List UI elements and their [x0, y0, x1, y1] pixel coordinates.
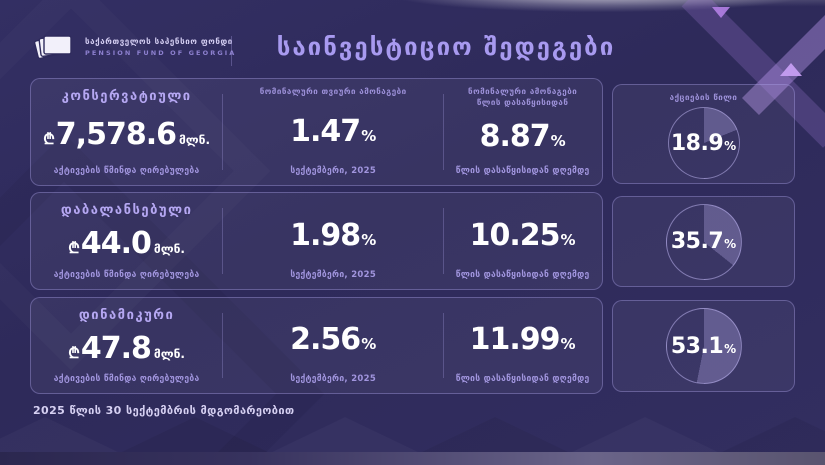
- ytd-return-value: 11.99%: [469, 322, 576, 357]
- logo-text: საქართველოს საპენსიო ფონდი PENSION FUND …: [85, 37, 236, 57]
- ytd-return-value: 8.87%: [479, 119, 566, 155]
- logo-name-english: PENSION FUND OF GEORGIA: [85, 49, 237, 57]
- portfolio-card-conservative: კონსერვატიული ₾ 7,578.6 მლნ. აქტივების წმი…: [30, 78, 603, 186]
- monthly-return-cell: 2.56% სექტემბერი, 2025: [223, 298, 443, 393]
- column-header-monthly: ნომინალური თვიური ამონაგები: [259, 87, 407, 96]
- monthly-return-cell: 1.98% სექტემბერი, 2025: [223, 193, 443, 289]
- triangle-down-decor: [712, 7, 730, 18]
- fund-name: კონსერვატიული: [61, 89, 192, 104]
- nav-caption: აქტივების წმინდა ღირებულება: [53, 166, 200, 176]
- equity-share-pie: 53.1%: [665, 308, 742, 384]
- zigzag-decor: [720, 417, 825, 453]
- page-title: საინვესტიციო შედეგები: [276, 33, 616, 61]
- monthly-return-value: 2.56%: [290, 322, 377, 357]
- column-divider: [222, 208, 224, 274]
- equity-share-value: 53.1%: [670, 333, 737, 359]
- equity-share-pie: 35.7%: [665, 203, 742, 280]
- monthly-return-caption: სექტემბერი, 2025: [290, 374, 377, 384]
- triangle-up-decor: [780, 63, 802, 76]
- lari-sign: ₾: [68, 343, 80, 362]
- nav-value: ₾ 44.0 მლნ.: [68, 226, 185, 261]
- column-divider: [443, 94, 445, 170]
- equity-share-value: 18.9%: [670, 130, 737, 156]
- zigzag-decor: [420, 417, 570, 453]
- column-divider: [443, 208, 445, 274]
- column-header-ytd: ნომინალური ამონაგები წლის დასაწყისიდან: [468, 87, 577, 109]
- logo-name-georgian: საქართველოს საპენსიო ფონდი: [85, 37, 233, 46]
- monthly-return-cell: ნომინალური თვიური ამონაგები 1.47% სექტემ…: [223, 79, 443, 185]
- column-divider: [222, 94, 224, 170]
- ytd-return-cell: 11.99% წლის დასაწყისიდან დღემდე: [444, 298, 601, 393]
- column-header-ytd-line2: წლის დასაწყისიდან: [476, 97, 569, 107]
- equity-share-card-conservative: აქციების წილი 18.9%: [612, 84, 795, 184]
- column-header-equity-share: აქციების წილი: [669, 93, 738, 102]
- ytd-return-caption: წლის დასაწყისიდან დღემდე: [455, 166, 590, 176]
- monthly-return-value: 1.98%: [290, 217, 377, 253]
- nav-value: ₾ 7,578.6 მლნ.: [43, 117, 211, 152]
- fanned-pages-logo-icon: [33, 34, 72, 60]
- pension-fund-logo: საქართველოს საპენსიო ფონდი PENSION FUND …: [32, 31, 236, 63]
- fund-name: დინამიკური: [78, 308, 175, 323]
- ytd-return-cell: 10.25% წლის დასაწყისიდან დღემდე: [444, 193, 601, 289]
- column-divider: [222, 313, 224, 378]
- equity-share-card-balanced: 35.7%: [612, 196, 795, 287]
- ytd-return-cell: ნომინალური ამონაგები წლის დასაწყისიდან 8…: [444, 79, 601, 185]
- lari-sign: ₾: [68, 239, 80, 257]
- monthly-return-value: 1.47%: [290, 113, 377, 149]
- lari-sign: ₾: [43, 130, 55, 148]
- portfolio-card-balanced: დაბალანსებული ₾ 44.0 მლნ. აქტივების წმინდა…: [30, 192, 603, 290]
- nav-caption: აქტივების წმინდა ღირებულება: [53, 374, 200, 384]
- equity-share-pie: 18.9%: [667, 107, 740, 180]
- ytd-return-value: 10.25%: [469, 217, 576, 253]
- zigzag-decor: [570, 417, 720, 453]
- bottom-gradient-bar: [0, 452, 825, 465]
- as-of-date-note: 2025 წლის 30 სექტემბრის მდგომარეობით: [33, 404, 295, 417]
- monthly-return-caption: სექტემბერი, 2025: [290, 166, 377, 176]
- ytd-return-caption: წლის დასაწყისიდან დღემდე: [455, 270, 590, 280]
- nav-caption: აქტივების წმინდა ღირებულება: [53, 270, 200, 280]
- fund-name: დაბალანსებული: [60, 203, 193, 218]
- portfolio-card-dynamic: დინამიკური ₾ 47.8 მლნ. აქტივების წმინდა ღი…: [30, 297, 603, 394]
- equity-share-value: 35.7%: [670, 229, 737, 254]
- nav-cell: კონსერვატიული ₾ 7,578.6 მლნ. აქტივების წმი…: [31, 79, 222, 185]
- column-divider: [443, 313, 445, 378]
- nav-value: ₾ 47.8 მლნ.: [68, 330, 185, 366]
- ytd-return-caption: წლის დასაწყისიდან დღემდე: [455, 374, 590, 384]
- column-header-ytd-line1: ნომინალური ამონაგები: [468, 87, 578, 96]
- monthly-return-caption: სექტემბერი, 2025: [290, 270, 377, 280]
- nav-cell: დინამიკური ₾ 47.8 მლნ. აქტივების წმინდა ღი…: [31, 298, 222, 393]
- nav-cell: დაბალანსებული ₾ 44.0 მლნ. აქტივების წმინდა…: [31, 193, 222, 289]
- equity-share-card-dynamic: 53.1%: [612, 300, 795, 392]
- header-divider: [231, 36, 232, 66]
